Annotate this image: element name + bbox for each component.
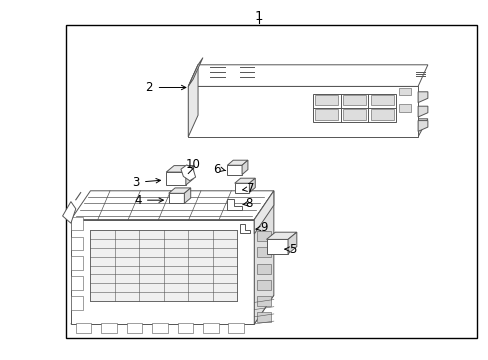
- Polygon shape: [168, 193, 184, 203]
- Bar: [66, 25, 476, 338]
- Bar: [228, 323, 244, 333]
- Polygon shape: [227, 160, 247, 165]
- Bar: [370, 95, 393, 105]
- Bar: [256, 247, 271, 257]
- Polygon shape: [417, 106, 427, 117]
- Polygon shape: [71, 191, 273, 220]
- Polygon shape: [417, 92, 427, 103]
- Bar: [256, 296, 271, 306]
- Polygon shape: [417, 121, 427, 131]
- Polygon shape: [287, 232, 296, 254]
- Bar: [398, 88, 410, 95]
- Bar: [177, 323, 193, 333]
- Polygon shape: [239, 224, 250, 233]
- Polygon shape: [227, 199, 242, 210]
- Polygon shape: [249, 178, 255, 193]
- Bar: [71, 276, 83, 290]
- Polygon shape: [188, 119, 427, 137]
- Polygon shape: [254, 191, 273, 234]
- Text: 9: 9: [260, 221, 267, 234]
- Polygon shape: [166, 172, 185, 185]
- Bar: [343, 95, 365, 105]
- Text: 8: 8: [245, 197, 253, 210]
- Bar: [256, 280, 271, 290]
- Bar: [101, 323, 117, 333]
- Polygon shape: [185, 166, 193, 185]
- Polygon shape: [181, 165, 195, 181]
- Bar: [256, 231, 271, 241]
- Polygon shape: [254, 191, 273, 324]
- Polygon shape: [234, 183, 249, 193]
- Polygon shape: [168, 188, 190, 193]
- Polygon shape: [227, 165, 242, 175]
- Polygon shape: [71, 295, 273, 324]
- Bar: [126, 323, 142, 333]
- Text: 7: 7: [246, 182, 254, 195]
- Polygon shape: [266, 232, 296, 239]
- Polygon shape: [62, 202, 76, 223]
- Text: 6: 6: [213, 163, 221, 176]
- Polygon shape: [242, 160, 247, 175]
- Bar: [203, 323, 218, 333]
- Bar: [71, 217, 83, 230]
- Bar: [398, 104, 410, 112]
- Text: 2: 2: [145, 81, 153, 94]
- Bar: [370, 109, 393, 120]
- Bar: [152, 323, 167, 333]
- Polygon shape: [184, 188, 190, 203]
- Text: 1: 1: [254, 10, 263, 23]
- Bar: [315, 109, 338, 120]
- Polygon shape: [234, 178, 255, 183]
- Bar: [90, 230, 237, 301]
- Polygon shape: [71, 220, 254, 324]
- Text: 4: 4: [134, 194, 142, 207]
- Polygon shape: [188, 86, 417, 137]
- Text: 10: 10: [185, 158, 200, 171]
- Bar: [71, 296, 83, 310]
- Polygon shape: [166, 166, 193, 172]
- Polygon shape: [188, 58, 203, 86]
- Bar: [343, 109, 365, 120]
- Text: 3: 3: [132, 176, 140, 189]
- Bar: [256, 312, 271, 322]
- Polygon shape: [188, 65, 427, 86]
- Bar: [71, 256, 83, 270]
- Polygon shape: [266, 239, 287, 254]
- Bar: [315, 95, 338, 105]
- Text: 5: 5: [288, 243, 296, 256]
- Bar: [256, 264, 271, 274]
- Bar: [71, 237, 83, 250]
- Polygon shape: [188, 65, 198, 137]
- Bar: [312, 94, 395, 122]
- Bar: [76, 323, 91, 333]
